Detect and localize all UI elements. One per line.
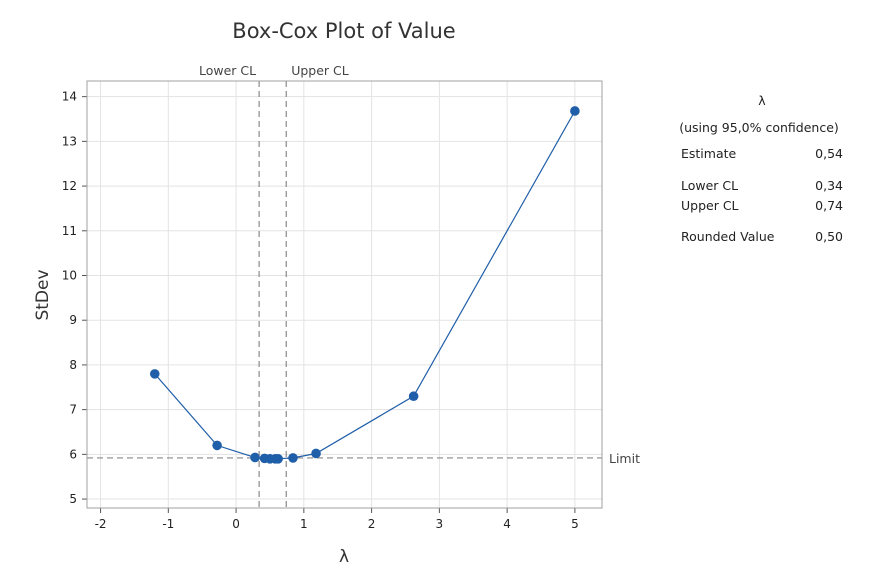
data-point bbox=[212, 440, 222, 451]
x-tick-label: 4 bbox=[503, 517, 511, 531]
summary-value-rounded-value: 0,50 bbox=[815, 229, 843, 244]
summary-label-rounded-value: Rounded Value bbox=[681, 229, 775, 244]
x-tick-label: 2 bbox=[368, 517, 376, 531]
x-tick-label: 3 bbox=[436, 517, 444, 531]
x-tick-label: 1 bbox=[300, 517, 308, 531]
data-point bbox=[250, 452, 260, 463]
chart-title: Box-Cox Plot of Value bbox=[232, 19, 455, 43]
y-tick-label: 13 bbox=[62, 134, 77, 148]
summary-label-lower-cl: Lower CL bbox=[681, 178, 739, 193]
limit-reference-label: Limit bbox=[609, 451, 640, 466]
reference-lines: Lower CL Upper CL Limit bbox=[87, 63, 640, 508]
series-line bbox=[154, 110, 576, 460]
y-tick-label: 11 bbox=[62, 224, 77, 238]
ci-reference-label: Upper CL bbox=[291, 63, 349, 78]
summary-header: λ bbox=[758, 93, 766, 108]
data-point bbox=[288, 453, 298, 463]
x-tick-label: -2 bbox=[95, 517, 107, 531]
y-tick-label: 14 bbox=[62, 90, 77, 104]
grid bbox=[87, 81, 602, 508]
plot-frame bbox=[86, 80, 603, 509]
x-axis-label: λ bbox=[339, 547, 349, 567]
y-axis-label: StDev bbox=[33, 269, 53, 320]
summary-value-estimate: 0,54 bbox=[815, 146, 843, 161]
data-point bbox=[408, 391, 419, 402]
x-tick-label: -1 bbox=[162, 517, 174, 531]
y-tick-label: 7 bbox=[69, 403, 77, 417]
data-point bbox=[570, 106, 580, 116]
series bbox=[149, 106, 580, 464]
data-point bbox=[273, 454, 283, 464]
summary-value-lower-cl: 0,34 bbox=[815, 178, 843, 193]
ci-reference-label: Lower CL bbox=[199, 63, 256, 78]
y-tick-label: 6 bbox=[69, 447, 77, 461]
x-tick-label: 0 bbox=[232, 517, 240, 531]
summary-value-upper-cl: 0,74 bbox=[815, 198, 843, 213]
y-tick-label: 10 bbox=[62, 268, 77, 282]
summary-label-upper-cl: Upper CL bbox=[681, 198, 739, 213]
y-tick-label: 12 bbox=[62, 179, 77, 193]
summary-label-estimate: Estimate bbox=[681, 146, 737, 161]
y-tick-label: 9 bbox=[69, 313, 77, 327]
data-point bbox=[149, 369, 160, 379]
data-point bbox=[311, 448, 321, 459]
y-tick-label: 5 bbox=[69, 492, 77, 506]
x-tick-label: 5 bbox=[571, 517, 579, 531]
y-tick-label: 8 bbox=[69, 358, 77, 372]
summary-subheader: (using 95,0% confidence) bbox=[679, 120, 839, 135]
